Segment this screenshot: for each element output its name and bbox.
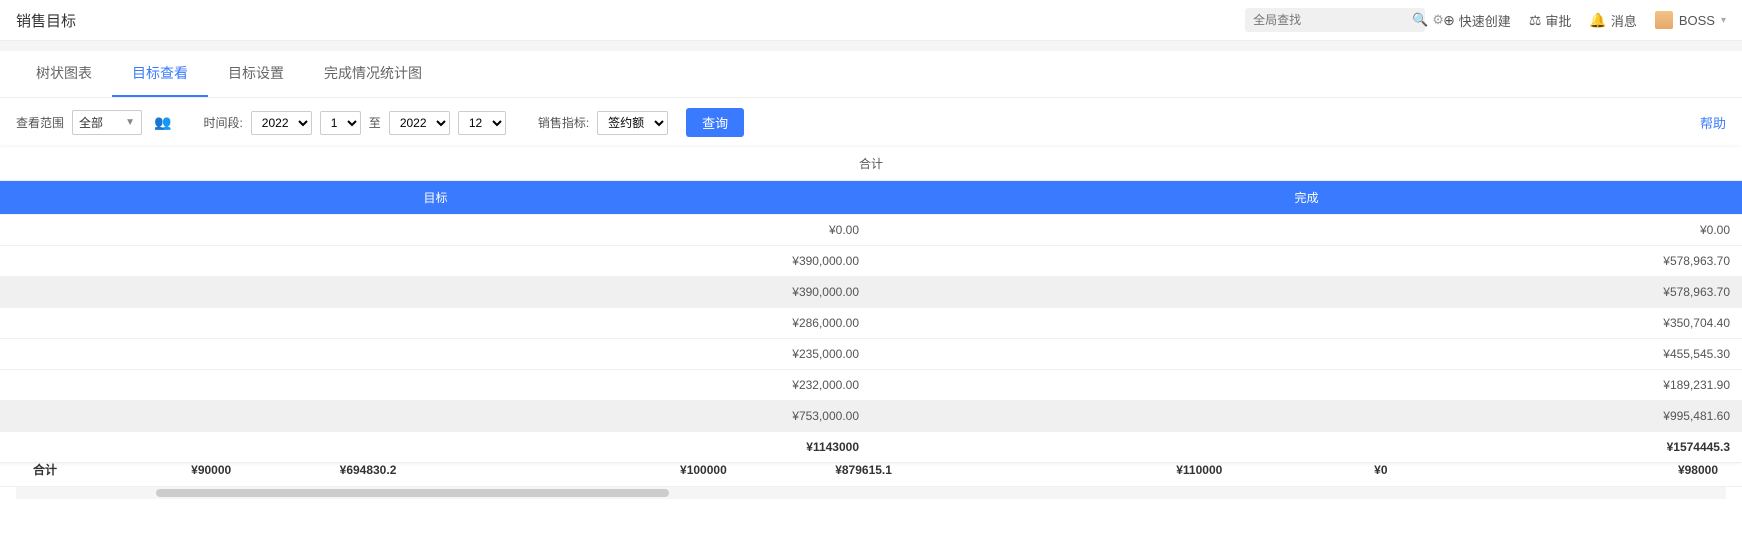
spacer — [0, 41, 1742, 51]
summary-row: ¥753,000.00¥995,481.60 — [0, 401, 1742, 432]
range-value: 全部 — [79, 114, 103, 131]
cell-sum-complete: ¥0.00 — [871, 215, 1742, 246]
page-title: 销售目标 — [16, 10, 76, 31]
fixed-right-panel: 合计 目标 完成 ¥0.00¥0.00¥390,000.00¥578,963.7… — [0, 147, 1742, 463]
approval-link[interactable]: ⚖ 审批 — [1529, 11, 1572, 30]
col-sum-header: 合计 — [0, 147, 1742, 181]
tab-bar: 树状图表 目标查看 目标设置 完成情况统计图 — [0, 51, 1742, 98]
cell-sum-complete: ¥578,963.70 — [871, 277, 1742, 308]
messages-label: 消息 — [1611, 11, 1637, 30]
user-menu[interactable]: BOSS ▾ — [1655, 11, 1726, 29]
range-label: 查看范围 — [16, 114, 64, 131]
cell-sum-complete: ¥455,545.30 — [871, 339, 1742, 370]
summary-row: ¥235,000.00¥455,545.30 — [0, 339, 1742, 370]
cell-sum-target: ¥753,000.00 — [0, 401, 871, 432]
search-input[interactable] — [1253, 13, 1408, 27]
search-icon[interactable]: 🔍 — [1412, 12, 1428, 28]
tab-target-view[interactable]: 目标查看 — [112, 51, 208, 97]
plus-circle-icon: ⊕ — [1443, 12, 1455, 29]
cell-sum-complete: ¥995,481.60 — [871, 401, 1742, 432]
tab-stats[interactable]: 完成情况统计图 — [304, 51, 442, 97]
caret-icon: ▼ — [125, 117, 135, 128]
month-to-select[interactable]: 12 — [458, 111, 506, 135]
query-button[interactable]: 查询 — [686, 108, 744, 137]
cell-sum-target: ¥390,000.00 — [0, 277, 871, 308]
cell-sum-complete: ¥578,963.70 — [871, 246, 1742, 277]
cell-sum-complete: ¥189,231.90 — [871, 370, 1742, 401]
metric-label: 销售指标: — [538, 114, 589, 131]
metric-select[interactable]: 签约额 — [597, 111, 668, 135]
summary-row: ¥390,000.00¥578,963.70 — [0, 246, 1742, 277]
horizontal-scrollbar[interactable] — [16, 487, 1726, 499]
cell-sum-complete: ¥350,704.40 — [871, 308, 1742, 339]
summary-row: ¥286,000.00¥350,704.40 — [0, 308, 1742, 339]
cell-sum-complete: ¥1574445.3 — [871, 432, 1742, 463]
summary-row: ¥232,000.00¥189,231.90 — [0, 370, 1742, 401]
cell-sum-target: ¥235,000.00 — [0, 339, 871, 370]
app-header: 销售目标 🔍 ⚙ ⊕ 快速创建 ⚖ 审批 🔔 消息 BOSS ▾ — [0, 0, 1742, 41]
year-to-select[interactable]: 2022 — [389, 111, 450, 135]
period-label: 时间段: — [203, 114, 242, 131]
global-search[interactable]: 🔍 ⚙ — [1245, 8, 1425, 32]
cell-sum-target: ¥286,000.00 — [0, 308, 871, 339]
table-container: 月份 2022-1 2022-2 2022-3 成员管理 部门 目标 完成 % … — [0, 147, 1742, 487]
range-select[interactable]: 全部 ▼ — [72, 110, 142, 135]
cell-sum-target: ¥0.00 — [0, 215, 871, 246]
col-sum-target: 目标 — [0, 181, 871, 215]
chevron-down-icon: ▾ — [1721, 15, 1726, 26]
bell-icon: 🔔 — [1589, 12, 1606, 29]
cell-sum-target: ¥390,000.00 — [0, 246, 871, 277]
messages-link[interactable]: 🔔 消息 — [1589, 11, 1636, 30]
summary-row: ¥390,000.00¥578,963.70 — [0, 277, 1742, 308]
month-from-select[interactable]: 1 — [320, 111, 361, 135]
approval-label: 审批 — [1545, 11, 1571, 30]
avatar — [1655, 11, 1673, 29]
quick-create-label: 快速创建 — [1459, 11, 1511, 30]
scrollbar-thumb[interactable] — [156, 489, 669, 497]
header-actions: 🔍 ⚙ ⊕ 快速创建 ⚖ 审批 🔔 消息 BOSS ▾ — [1245, 8, 1726, 32]
quick-create-link[interactable]: ⊕ 快速创建 — [1443, 11, 1511, 30]
tab-tree[interactable]: 树状图表 — [16, 51, 112, 97]
person-icon: ⚖ — [1529, 12, 1542, 29]
user-name: BOSS — [1679, 13, 1715, 28]
filter-bar: 查看范围 全部 ▼ 👥 时间段: 2022 1 至 2022 12 销售指标: … — [0, 98, 1742, 147]
summary-row: ¥0.00¥0.00 — [0, 215, 1742, 246]
to-label: 至 — [369, 114, 381, 131]
summary-row: ¥1143000¥1574445.3 — [0, 432, 1742, 463]
col-sum-complete: 完成 — [871, 181, 1742, 215]
people-icon[interactable]: 👥 — [154, 114, 171, 131]
cell-sum-target: ¥1143000 — [0, 432, 871, 463]
help-link[interactable]: 帮助 — [1700, 113, 1726, 132]
year-from-select[interactable]: 2022 — [251, 111, 312, 135]
tab-target-set[interactable]: 目标设置 — [208, 51, 304, 97]
cell-sum-target: ¥232,000.00 — [0, 370, 871, 401]
summary-table: 合计 目标 完成 ¥0.00¥0.00¥390,000.00¥578,963.7… — [0, 147, 1742, 463]
